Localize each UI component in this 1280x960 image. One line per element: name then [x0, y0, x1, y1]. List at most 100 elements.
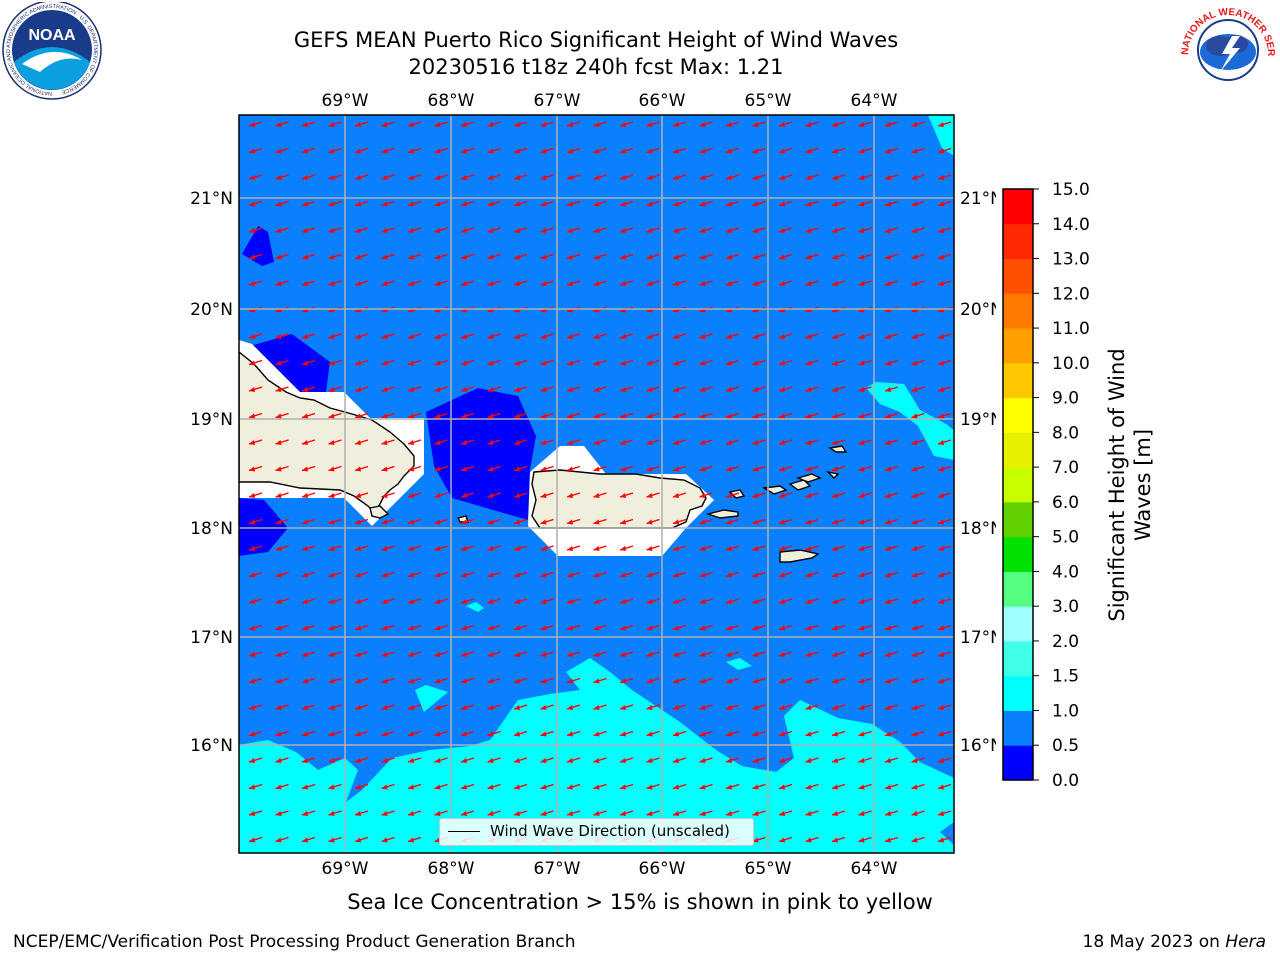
- wave-direction-arrow: [301, 280, 316, 286]
- wave-direction-arrow: [778, 465, 793, 472]
- wave-direction-arrow: [619, 333, 634, 339]
- wave-direction-arrow: [725, 386, 740, 392]
- wave-direction-arrow: [487, 359, 501, 366]
- wave-direction-arrow: [513, 545, 528, 551]
- wave-direction-arrow: [858, 810, 872, 816]
- wave-direction-arrow: [248, 677, 263, 684]
- wave-direction-arrow: [540, 253, 554, 260]
- wave-direction-arrow: [884, 624, 899, 631]
- wave-direction-arrow: [858, 253, 872, 260]
- wave-direction-arrow: [354, 121, 369, 127]
- colorbar-tick-label: 15.0: [1052, 180, 1090, 200]
- wave-direction-arrow: [460, 730, 475, 737]
- wave-direction-arrow: [937, 704, 952, 710]
- wave-direction-arrow: [248, 121, 263, 127]
- wave-direction-arrow: [778, 333, 793, 339]
- wave-direction-arrow: [328, 386, 342, 392]
- wave-direction-arrow: [566, 677, 581, 684]
- wave-direction-arrow: [831, 810, 846, 816]
- wave-direction-arrow: [381, 200, 395, 207]
- wave-direction-arrow: [301, 147, 316, 154]
- wave-direction-arrow: [858, 227, 872, 233]
- colorbar-segment: [1003, 501, 1033, 538]
- wave-direction-arrow: [672, 439, 687, 445]
- wave-direction-arrow: [407, 810, 422, 816]
- wave-direction-arrow: [752, 439, 766, 445]
- wave-direction-arrow: [672, 783, 687, 790]
- wave-direction-arrow: [725, 200, 740, 207]
- wave-direction-arrow: [831, 147, 846, 154]
- colorbar-segment: [1003, 293, 1033, 329]
- wave-direction-arrow: [646, 465, 660, 472]
- wave-direction-arrow: [354, 783, 369, 790]
- wave-direction-arrow: [778, 757, 793, 763]
- wave-direction-arrow: [619, 227, 634, 233]
- wave-direction-arrow: [937, 465, 952, 472]
- wave-direction-arrow: [434, 386, 448, 392]
- wave-direction-arrow: [248, 571, 263, 578]
- wave-direction-arrow: [699, 492, 713, 498]
- wave-direction-arrow: [858, 200, 872, 207]
- wave-direction-arrow: [884, 253, 899, 260]
- wave-direction-arrow: [672, 121, 687, 127]
- wave-direction-arrow: [328, 518, 342, 525]
- wave-direction-arrow: [805, 677, 819, 684]
- wave-direction-arrow: [328, 253, 342, 260]
- wave-direction-arrow: [619, 810, 634, 816]
- wave-direction-arrow: [619, 783, 634, 790]
- lat-labels-left: 21°N 20°N 19°N 18°N 17°N 16°N: [190, 189, 233, 756]
- wave-direction-arrow: [487, 730, 501, 737]
- wave-direction-arrow: [540, 174, 554, 180]
- wave-direction-arrow: [248, 386, 263, 392]
- wave-direction-arrow: [513, 730, 528, 737]
- wave-direction-arrow: [540, 704, 554, 710]
- wave-direction-arrow: [699, 359, 713, 366]
- wave-direction-arrow: [672, 333, 687, 339]
- lat-label: 20°N: [190, 300, 233, 320]
- wave-direction-arrow: [540, 677, 554, 684]
- wave-direction-arrow: [752, 783, 766, 790]
- colorbar-tick-label: 13.0: [1052, 250, 1090, 270]
- wave-direction-arrow: [460, 598, 475, 604]
- wave-direction-arrow: [937, 518, 952, 525]
- wave-direction-arrow: [513, 386, 528, 392]
- wave-direction-arrow: [884, 147, 899, 154]
- wave-direction-arrow: [646, 757, 660, 763]
- wave-direction-arrow: [805, 412, 819, 419]
- wave-direction-arrow: [460, 624, 475, 631]
- wave-direction-arrow: [646, 280, 660, 286]
- wave-direction-arrow: [248, 492, 263, 498]
- wave-direction-arrow: [487, 492, 501, 498]
- wave-direction-arrow: [301, 121, 316, 127]
- wave-direction-arrow: [646, 677, 660, 684]
- wave-direction-arrow: [619, 386, 634, 392]
- wave-direction-arrow: [407, 704, 422, 710]
- wave-direction-arrow: [354, 545, 369, 551]
- wave-direction-arrow: [725, 121, 740, 127]
- wave-direction-arrow: [487, 757, 501, 763]
- wave-direction-arrow: [513, 465, 528, 472]
- wave-direction-arrow: [381, 412, 395, 419]
- wave-direction-arrow: [884, 227, 899, 233]
- wave-direction-arrow: [937, 598, 952, 604]
- wave-direction-arrow: [354, 227, 369, 233]
- wave-direction-arrow: [460, 783, 475, 790]
- wave-direction-arrow: [275, 810, 289, 816]
- wave-direction-arrow: [460, 200, 475, 207]
- wave-direction-arrow: [540, 810, 554, 816]
- wave-direction-arrow: [354, 280, 369, 286]
- wave-direction-arrow: [911, 651, 925, 657]
- wave-direction-arrow: [725, 465, 740, 472]
- colorbar-tick-label: 1.0: [1052, 701, 1079, 721]
- wave-direction-arrow: [434, 810, 448, 816]
- wave-direction-arrow: [593, 677, 607, 684]
- wave-direction-arrow: [460, 333, 475, 339]
- wave-direction-arrow: [275, 386, 289, 392]
- lat-label: 17°N: [190, 628, 233, 648]
- wave-direction-arrow: [566, 783, 581, 790]
- wave-direction-arrow: [831, 412, 846, 419]
- wave-direction-arrow: [778, 439, 793, 445]
- colorbar-tick-label: 3.0: [1052, 597, 1079, 617]
- wave-direction-arrow: [699, 571, 713, 578]
- wave-direction-arrow: [937, 545, 952, 551]
